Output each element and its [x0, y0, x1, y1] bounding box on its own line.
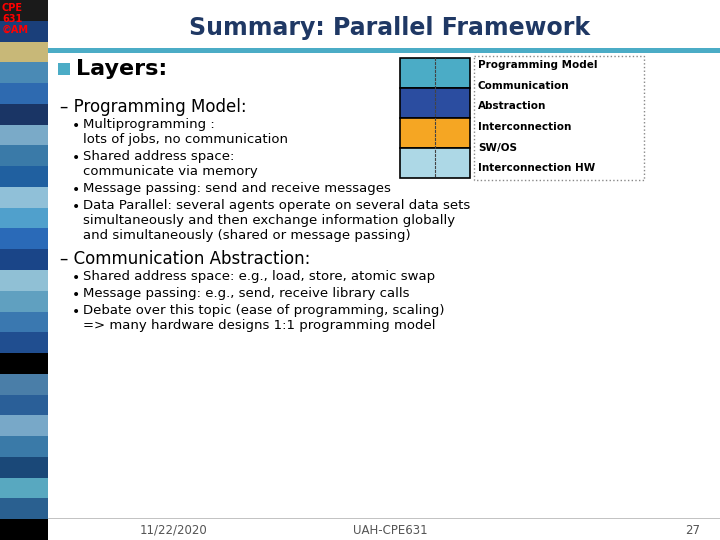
Text: Interconnection: Interconnection [478, 122, 572, 132]
Text: •: • [72, 183, 80, 197]
Text: 27: 27 [685, 523, 700, 537]
Bar [0, 145, 48, 166]
Text: CPE: CPE [2, 3, 23, 13]
Bar [0, 166, 48, 187]
Bar [0, 457, 48, 478]
Text: – Communication Abstraction:: – Communication Abstraction: [60, 250, 310, 268]
Text: SW/OS: SW/OS [478, 143, 517, 153]
Bar [0, 187, 48, 208]
Text: Shared address space:
communicate via memory: Shared address space: communicate via me… [83, 150, 258, 178]
Bar [0, 0, 48, 21]
Text: 11/22/2020: 11/22/2020 [140, 523, 208, 537]
Bar [474, 56, 644, 180]
Bar [0, 249, 48, 270]
Bar [0, 519, 48, 540]
Text: Layers:: Layers: [76, 59, 167, 79]
Bar [400, 118, 470, 148]
Bar [0, 42, 48, 62]
Text: UAH-CPE631: UAH-CPE631 [353, 523, 427, 537]
Bar [0, 270, 48, 291]
Text: Data Parallel: several agents operate on several data sets
simultaneously and th: Data Parallel: several agents operate on… [83, 199, 470, 242]
Text: Message passing: send and receive messages: Message passing: send and receive messag… [83, 182, 391, 195]
Bar [400, 88, 470, 118]
Bar [0, 478, 48, 498]
Bar [0, 395, 48, 415]
Bar [0, 21, 48, 42]
Text: – Programming Model:: – Programming Model: [60, 98, 247, 116]
Bar [0, 83, 48, 104]
Bar [0, 228, 48, 249]
Bar [48, 48, 720, 53]
Bar [0, 291, 48, 312]
Text: Interconnection HW: Interconnection HW [478, 163, 595, 173]
Bar [0, 436, 48, 457]
Text: Debate over this topic (ease of programming, scaling)
=> many hardware designs 1: Debate over this topic (ease of programm… [83, 304, 444, 332]
Text: •: • [72, 305, 80, 319]
Bar [0, 353, 48, 374]
Bar [0, 498, 48, 519]
Bar [400, 148, 470, 178]
Text: Multiprogramming :
lots of jobs, no communication: Multiprogramming : lots of jobs, no comm… [83, 118, 288, 146]
Bar [0, 312, 48, 332]
Bar [400, 58, 470, 88]
Text: Message passing: e.g., send, receive library calls: Message passing: e.g., send, receive lib… [83, 287, 410, 300]
Text: Summary: Parallel Framework: Summary: Parallel Framework [189, 16, 590, 40]
Bar [0, 332, 48, 353]
Text: ©AM: ©AM [2, 25, 29, 35]
Text: Programming Model: Programming Model [478, 60, 598, 70]
Text: •: • [72, 119, 80, 133]
Text: •: • [72, 271, 80, 285]
Text: Abstraction: Abstraction [478, 102, 546, 111]
Bar [0, 125, 48, 145]
Text: Communication: Communication [478, 80, 570, 91]
Text: •: • [72, 200, 80, 214]
Bar [0, 374, 48, 395]
Bar [58, 63, 70, 75]
Bar [0, 208, 48, 228]
Text: •: • [72, 288, 80, 302]
Bar [0, 415, 48, 436]
Text: Shared address space: e.g., load, store, atomic swap: Shared address space: e.g., load, store,… [83, 270, 435, 283]
Bar [0, 62, 48, 83]
Text: 631: 631 [2, 14, 22, 24]
Bar [0, 104, 48, 125]
Text: •: • [72, 151, 80, 165]
